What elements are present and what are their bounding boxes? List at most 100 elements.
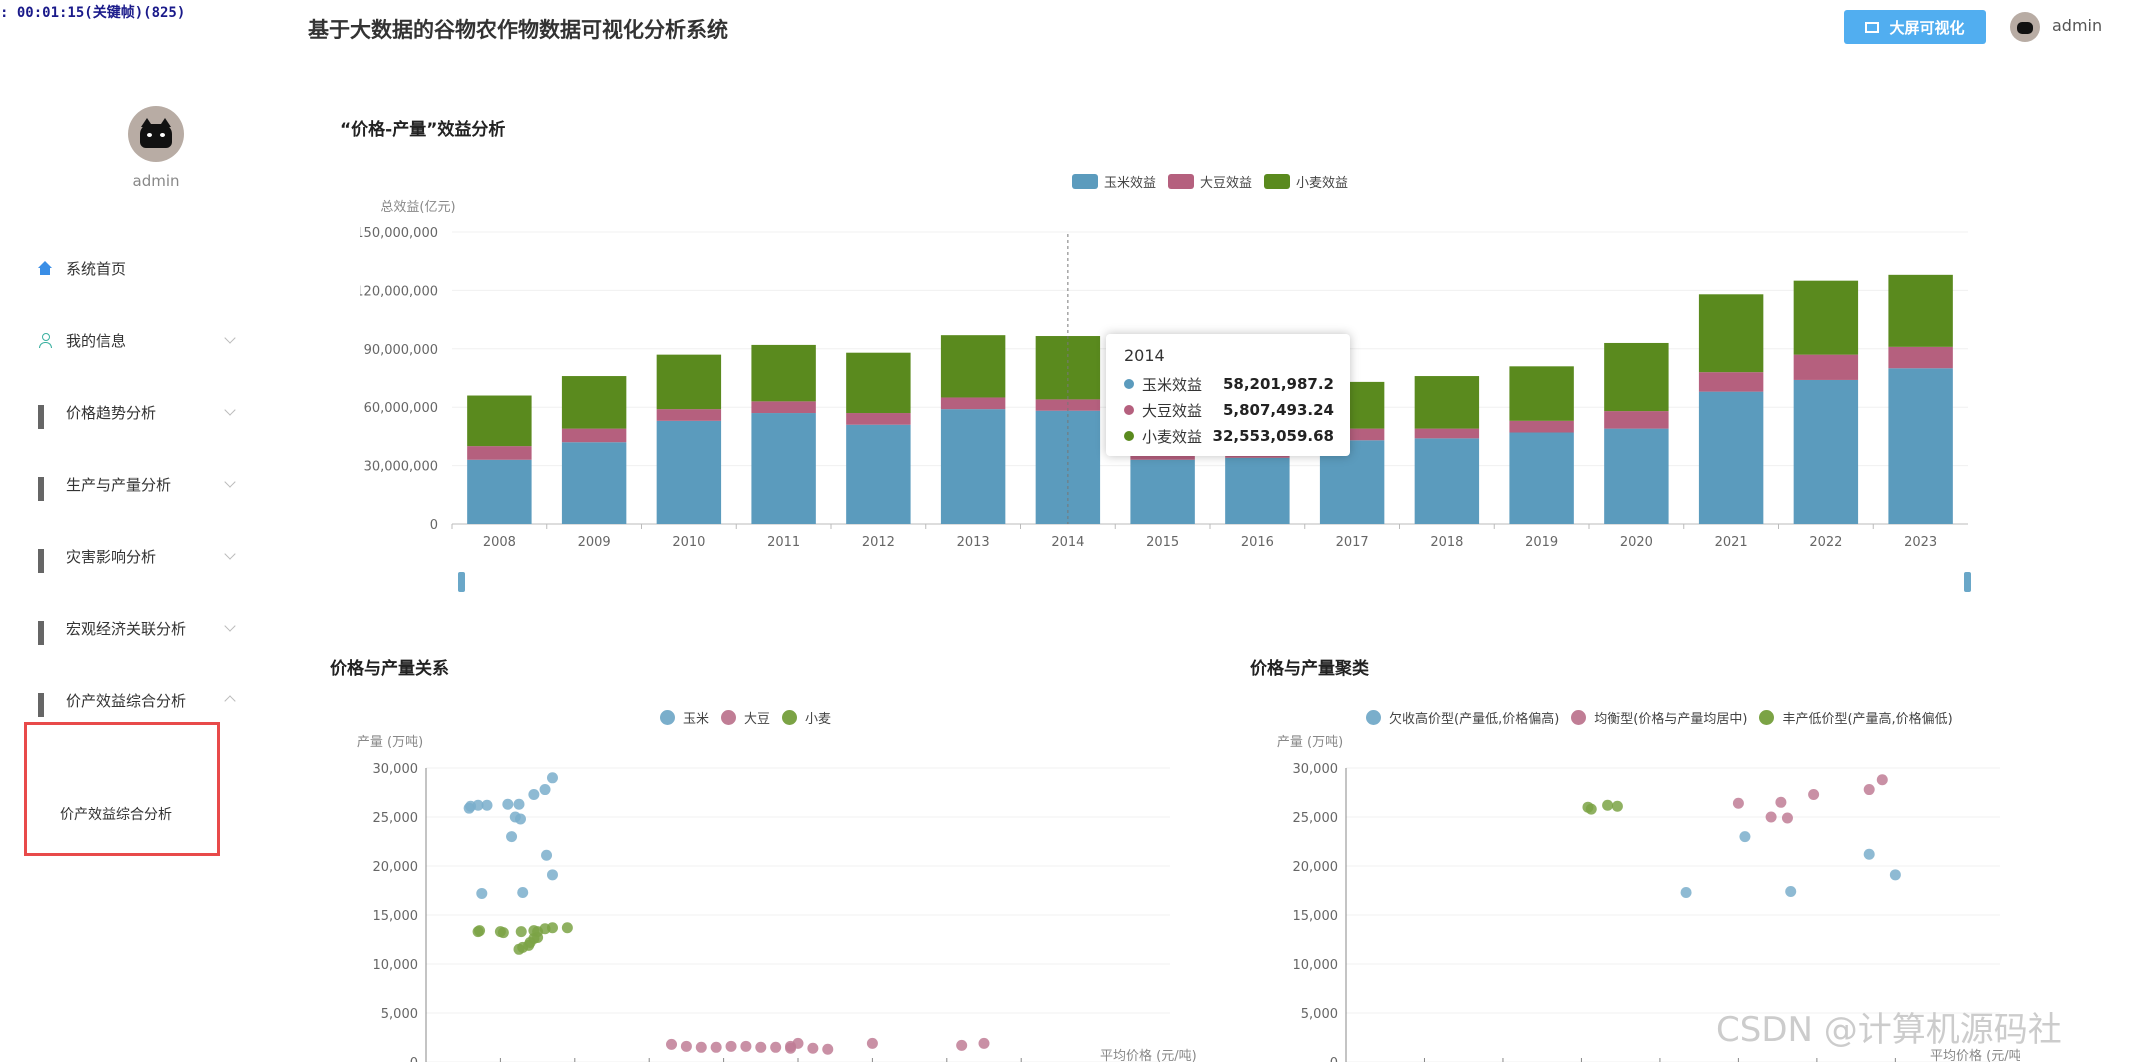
grid-icon <box>38 693 52 717</box>
datazoom-right-handle[interactable] <box>1964 572 1971 592</box>
user-icon <box>38 333 52 348</box>
sidebar-item-my-info[interactable]: 我的信息 <box>0 304 250 376</box>
sidebar-item-macro[interactable]: 宏观经济关联分析 <box>0 592 250 664</box>
scatter-point <box>1781 812 1793 824</box>
y-tick-label: 5,000 <box>1301 1007 1338 1022</box>
legend-item[interactable]: 玉米 <box>660 708 709 727</box>
legend-item[interactable]: 大豆效益 <box>1168 172 1252 191</box>
y-tick-label: 15,000 <box>1293 909 1339 924</box>
bar-segment <box>1130 459 1195 524</box>
legend-item[interactable]: 欠收高价型(产量低,价格偏高) <box>1366 708 1559 727</box>
bar-segment <box>1793 379 1859 524</box>
bar-chart-title: “价格-产量”效益分析 <box>340 120 506 140</box>
scatter-point <box>546 869 558 881</box>
y-tick-label: 60,000,000 <box>364 401 438 416</box>
grid-icon <box>38 477 52 501</box>
sidebar-item-disaster[interactable]: 灾害影响分析 <box>0 520 250 592</box>
y-tick-label: 20,000 <box>373 860 419 875</box>
scatter-chart-title: 价格与产量关系 <box>330 659 449 679</box>
sidebar-item-label: 我的信息 <box>66 331 127 350</box>
scatter-point <box>956 1039 968 1051</box>
sidebar-item-production[interactable]: 生产与产量分析 <box>0 448 250 520</box>
header-username[interactable]: admin <box>2052 16 2103 35</box>
scatter-point <box>1889 869 1901 881</box>
y-axis-label: 产量 (万吨) <box>1277 735 1343 750</box>
x-tick-label: 2014 <box>1051 535 1084 550</box>
bar-segment <box>940 335 1006 398</box>
bar-segment <box>561 442 627 524</box>
sidebar-item-label: 系统首页 <box>66 259 127 278</box>
scatter-point <box>502 798 514 810</box>
y-tick-label: 10,000 <box>1293 958 1339 973</box>
chevron-down-icon <box>224 548 236 560</box>
header-avatar[interactable] <box>2010 12 2040 42</box>
scatter-point <box>755 1041 767 1053</box>
bar-segment <box>1414 376 1480 429</box>
bar-segment <box>1888 368 1953 524</box>
legend-item[interactable]: 玉米效益 <box>1072 172 1156 191</box>
scatter-point <box>561 922 573 934</box>
scatter-point <box>517 886 529 898</box>
scatter-point <box>541 849 553 861</box>
bar-segment <box>1793 354 1859 380</box>
grid-icon <box>38 549 52 573</box>
scatter-point <box>710 1041 722 1053</box>
sidebar-item-price-yield-benefit[interactable]: 价产效益综合分析 <box>0 664 250 736</box>
legend-item[interactable]: 大豆 <box>721 708 770 727</box>
bar-segment <box>846 352 911 414</box>
scatter-point <box>1611 800 1623 812</box>
chevron-down-icon <box>224 620 236 632</box>
y-tick-label: 10,000 <box>373 958 419 973</box>
scatter-point <box>1775 796 1787 808</box>
chevron-up-icon <box>224 695 236 707</box>
y-tick-label: 0 <box>430 518 438 533</box>
tooltip-row: 玉米效益 58,201,987.2 <box>1124 372 1334 396</box>
legend-item[interactable]: 均衡型(价格与产量均居中) <box>1571 708 1747 727</box>
bar-segment <box>751 344 816 402</box>
price-yield-cluster-chart: 产量 (万吨) 0 5,000 10,000 15,000 20,000 25,000 30,… <box>1277 735 2020 1062</box>
scatter-point <box>866 1037 878 1049</box>
bar-segment <box>467 395 532 447</box>
grid-icon <box>38 405 52 429</box>
bar-segment <box>940 397 1006 410</box>
page-title: 基于大数据的谷物农作物数据可视化分析系统 <box>308 18 728 42</box>
tooltip-row: 小麦效益 32,553,059.68 <box>1124 424 1334 448</box>
legend-item[interactable]: 小麦 <box>782 708 831 727</box>
y-tick-label: 30,000,000 <box>364 460 438 475</box>
big-screen-button[interactable]: 大屏可视化 <box>1844 10 1986 44</box>
bar-segment <box>656 409 722 421</box>
sidebar-item-home[interactable]: 系统首页 <box>0 232 250 304</box>
sidebar-item-label: 生产与产量分析 <box>66 475 172 494</box>
scatter-point <box>515 926 527 938</box>
bar-segment <box>1888 274 1953 347</box>
x-tick-label: 2015 <box>1146 535 1179 550</box>
y-tick-label: 25,000 <box>373 811 419 826</box>
x-tick-label: 2011 <box>767 535 800 550</box>
x-tick-label: 2013 <box>957 535 990 550</box>
x-axis-label: 平均价格 (元/吨) <box>1930 1048 2020 1062</box>
x-tick-label: 2010 <box>672 535 705 550</box>
chevron-down-icon <box>224 404 236 416</box>
y-tick-label: 30,000 <box>1293 762 1339 777</box>
y-tick-label: 30,000 <box>373 762 419 777</box>
legend-item[interactable]: 丰产低价型(产量高,价格偏低) <box>1759 708 1953 727</box>
legend-item[interactable]: 小麦效益 <box>1264 172 1348 191</box>
bar-segment <box>1035 399 1101 411</box>
submenu-item-price-yield-benefit[interactable]: 价产效益综合分析 <box>60 807 172 823</box>
x-tick-label: 2019 <box>1525 535 1558 550</box>
cart-icon <box>1865 21 1880 33</box>
bar-segment <box>846 413 911 425</box>
x-tick-label: 2008 <box>483 535 516 550</box>
datazoom-left-handle[interactable] <box>458 572 465 592</box>
x-tick-label: 2016 <box>1241 535 1274 550</box>
scatter-point <box>1765 811 1777 823</box>
scatter-point <box>1863 784 1875 796</box>
recording-overlay: : 00:01:15(关键帧)(825) <box>0 5 186 21</box>
bar-segment <box>1604 342 1669 412</box>
bar-segment <box>1888 346 1953 369</box>
bar-segment <box>1509 366 1574 421</box>
tooltip-row: 大豆效益 5,807,493.24 <box>1124 398 1334 422</box>
x-tick-label: 2021 <box>1715 535 1748 550</box>
scatter-point <box>532 932 544 944</box>
sidebar-item-price-trend[interactable]: 价格趋势分析 <box>0 376 250 448</box>
